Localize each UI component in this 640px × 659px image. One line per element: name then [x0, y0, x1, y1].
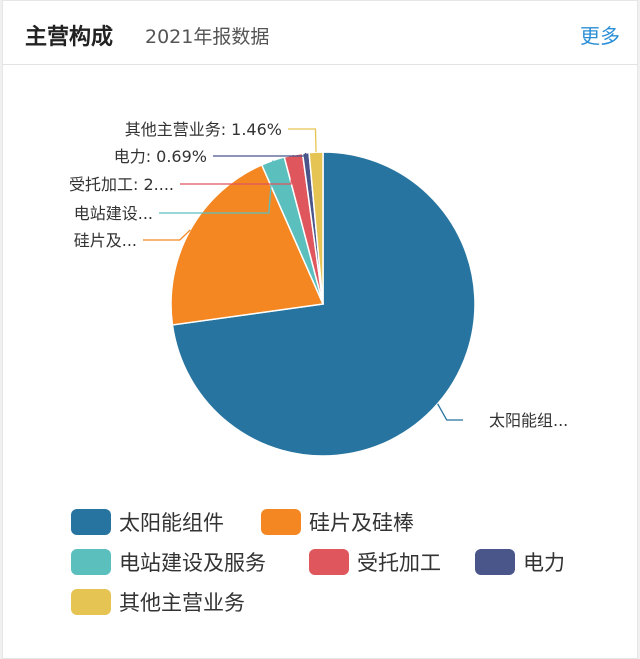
label-leader-line-1	[143, 229, 191, 241]
legend-label: 电站建设及服务	[119, 551, 266, 575]
label-leader-line-4	[213, 152, 307, 157]
slice-label-1: 硅片及...	[74, 231, 137, 250]
legend-item-1[interactable]: 硅片及硅棒	[261, 507, 414, 537]
slice-label-0: 太阳能组...	[489, 411, 568, 430]
slice-label-4: 电力: 0.69%	[114, 147, 207, 166]
legend-item-5[interactable]: 其他主营业务	[71, 587, 245, 617]
legend-swatch	[261, 509, 301, 535]
label-leader-line-3	[180, 154, 294, 185]
card-subtitle: 2021年报数据	[145, 26, 270, 48]
legend-label: 受托加工	[357, 551, 441, 575]
card-header: 主营构成 2021年报数据 更多	[3, 1, 637, 65]
pie-slice-1[interactable]	[170, 163, 325, 326]
slice-label-2: 电站建设...	[74, 204, 153, 223]
slice-label-5: 其他主营业务: 1.46%	[125, 120, 282, 139]
legend-label: 太阳能组件	[119, 511, 224, 535]
legend-swatch	[309, 549, 349, 575]
legend-item-2[interactable]: 电站建设及服务	[71, 547, 266, 577]
legend-item-0[interactable]: 太阳能组件	[71, 507, 224, 537]
legend-label: 其他主营业务	[119, 591, 245, 615]
label-leader-line-0	[437, 403, 463, 421]
legend-item-4[interactable]: 电力	[475, 547, 565, 577]
label-leader-line-5	[288, 128, 317, 153]
legend-label: 硅片及硅棒	[309, 511, 414, 535]
pie-chart: 太阳能组... 硅片及... 电站建设... 受托加工: 2.... 电力: 0.69%…	[69, 120, 568, 457]
legend-swatch	[71, 589, 111, 615]
legend-label: 电力	[523, 551, 565, 575]
legend-swatch	[71, 509, 111, 535]
more-link[interactable]: 更多	[580, 24, 620, 48]
legend-swatch	[475, 549, 515, 575]
legend-item-3[interactable]: 受托加工	[309, 547, 441, 577]
label-leader-line-2	[159, 160, 274, 214]
card-title: 主营构成	[25, 25, 114, 50]
legend-swatch	[71, 549, 111, 575]
slice-label-3: 受托加工: 2....	[69, 175, 174, 194]
pie-slice-5[interactable]	[308, 151, 324, 305]
